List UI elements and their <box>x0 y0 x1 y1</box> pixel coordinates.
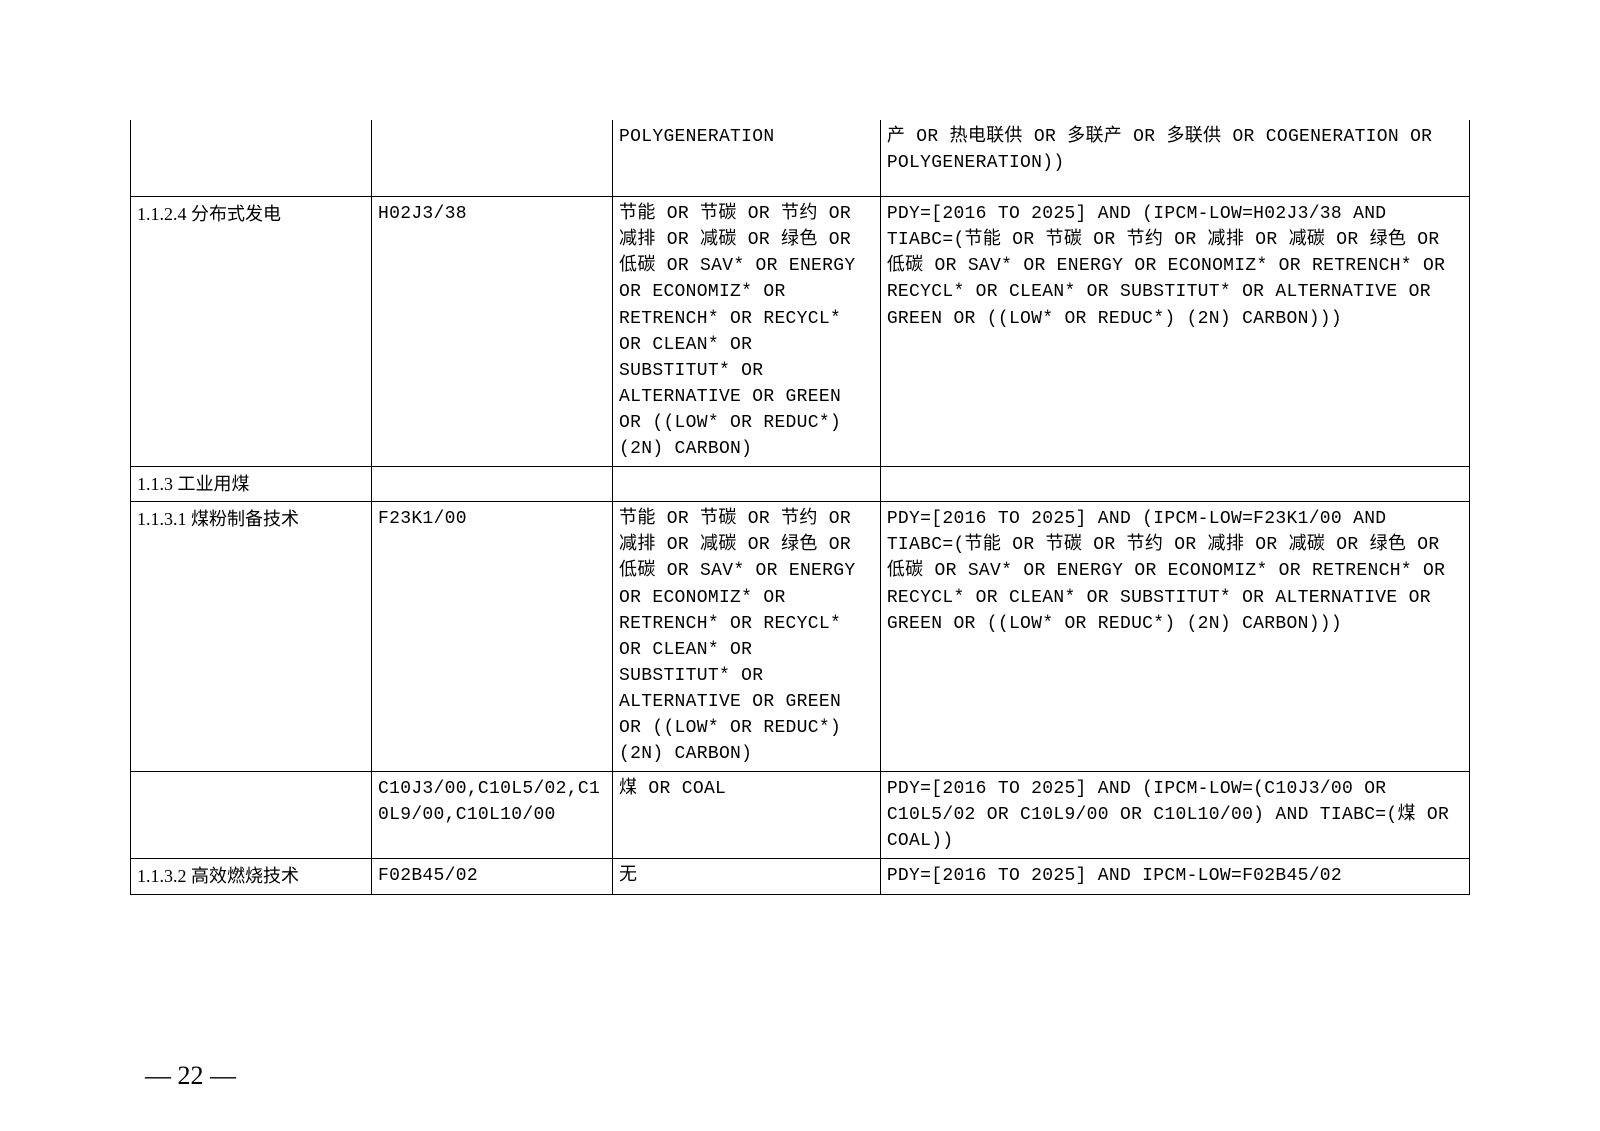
cell-code <box>372 120 613 197</box>
cell-category: 1.1.3.1 煤粉制备技术 <box>131 502 372 772</box>
cell-category: 1.1.3 工业用煤 <box>131 467 372 502</box>
cell-keywords: 煤 OR COAL <box>613 772 881 859</box>
table-row: POLYGENERATION 产 OR 热电联供 OR 多联产 OR 多联供 O… <box>131 120 1470 197</box>
cell-query: PDY=[2016 TO 2025] AND (IPCM-LOW=(C10J3/… <box>880 772 1469 859</box>
table-row: C10J3/00,C10L5/02,C10L9/00,C10L10/00 煤 O… <box>131 772 1470 859</box>
cell-code: C10J3/00,C10L5/02,C10L9/00,C10L10/00 <box>372 772 613 859</box>
cell-code: F02B45/02 <box>372 859 613 894</box>
cell-category <box>131 120 372 197</box>
cell-keywords: POLYGENERATION <box>613 120 881 197</box>
table-row: 1.1.2.4 分布式发电 H02J3/38 节能 OR 节碳 OR 节约 OR… <box>131 197 1470 467</box>
classification-table: POLYGENERATION 产 OR 热电联供 OR 多联产 OR 多联供 O… <box>130 120 1470 895</box>
cell-code: F23K1/00 <box>372 502 613 772</box>
cell-keywords: 无 <box>613 859 881 894</box>
table-body: POLYGENERATION 产 OR 热电联供 OR 多联产 OR 多联供 O… <box>131 120 1470 894</box>
table-row: 1.1.3 工业用煤 <box>131 467 1470 502</box>
table-row: 1.1.3.2 高效燃烧技术 F02B45/02 无 PDY=[2016 TO … <box>131 859 1470 894</box>
cell-keywords <box>613 467 881 502</box>
cell-query: PDY=[2016 TO 2025] AND IPCM-LOW=F02B45/0… <box>880 859 1469 894</box>
cell-category: 1.1.3.2 高效燃烧技术 <box>131 859 372 894</box>
cell-keywords: 节能 OR 节碳 OR 节约 OR 减排 OR 减碳 OR 绿色 OR 低碳 O… <box>613 197 881 467</box>
cell-query: 产 OR 热电联供 OR 多联产 OR 多联供 OR COGENERATION … <box>880 120 1469 197</box>
page-number: — 22 — <box>145 1061 236 1091</box>
cell-category <box>131 772 372 859</box>
cell-code <box>372 467 613 502</box>
cell-keywords: 节能 OR 节碳 OR 节约 OR 减排 OR 减碳 OR 绿色 OR 低碳 O… <box>613 502 881 772</box>
cell-code: H02J3/38 <box>372 197 613 467</box>
table-row: 1.1.3.1 煤粉制备技术 F23K1/00 节能 OR 节碳 OR 节约 O… <box>131 502 1470 772</box>
cell-query <box>880 467 1469 502</box>
cell-query: PDY=[2016 TO 2025] AND (IPCM-LOW=H02J3/3… <box>880 197 1469 467</box>
cell-query: PDY=[2016 TO 2025] AND (IPCM-LOW=F23K1/0… <box>880 502 1469 772</box>
cell-category: 1.1.2.4 分布式发电 <box>131 197 372 467</box>
